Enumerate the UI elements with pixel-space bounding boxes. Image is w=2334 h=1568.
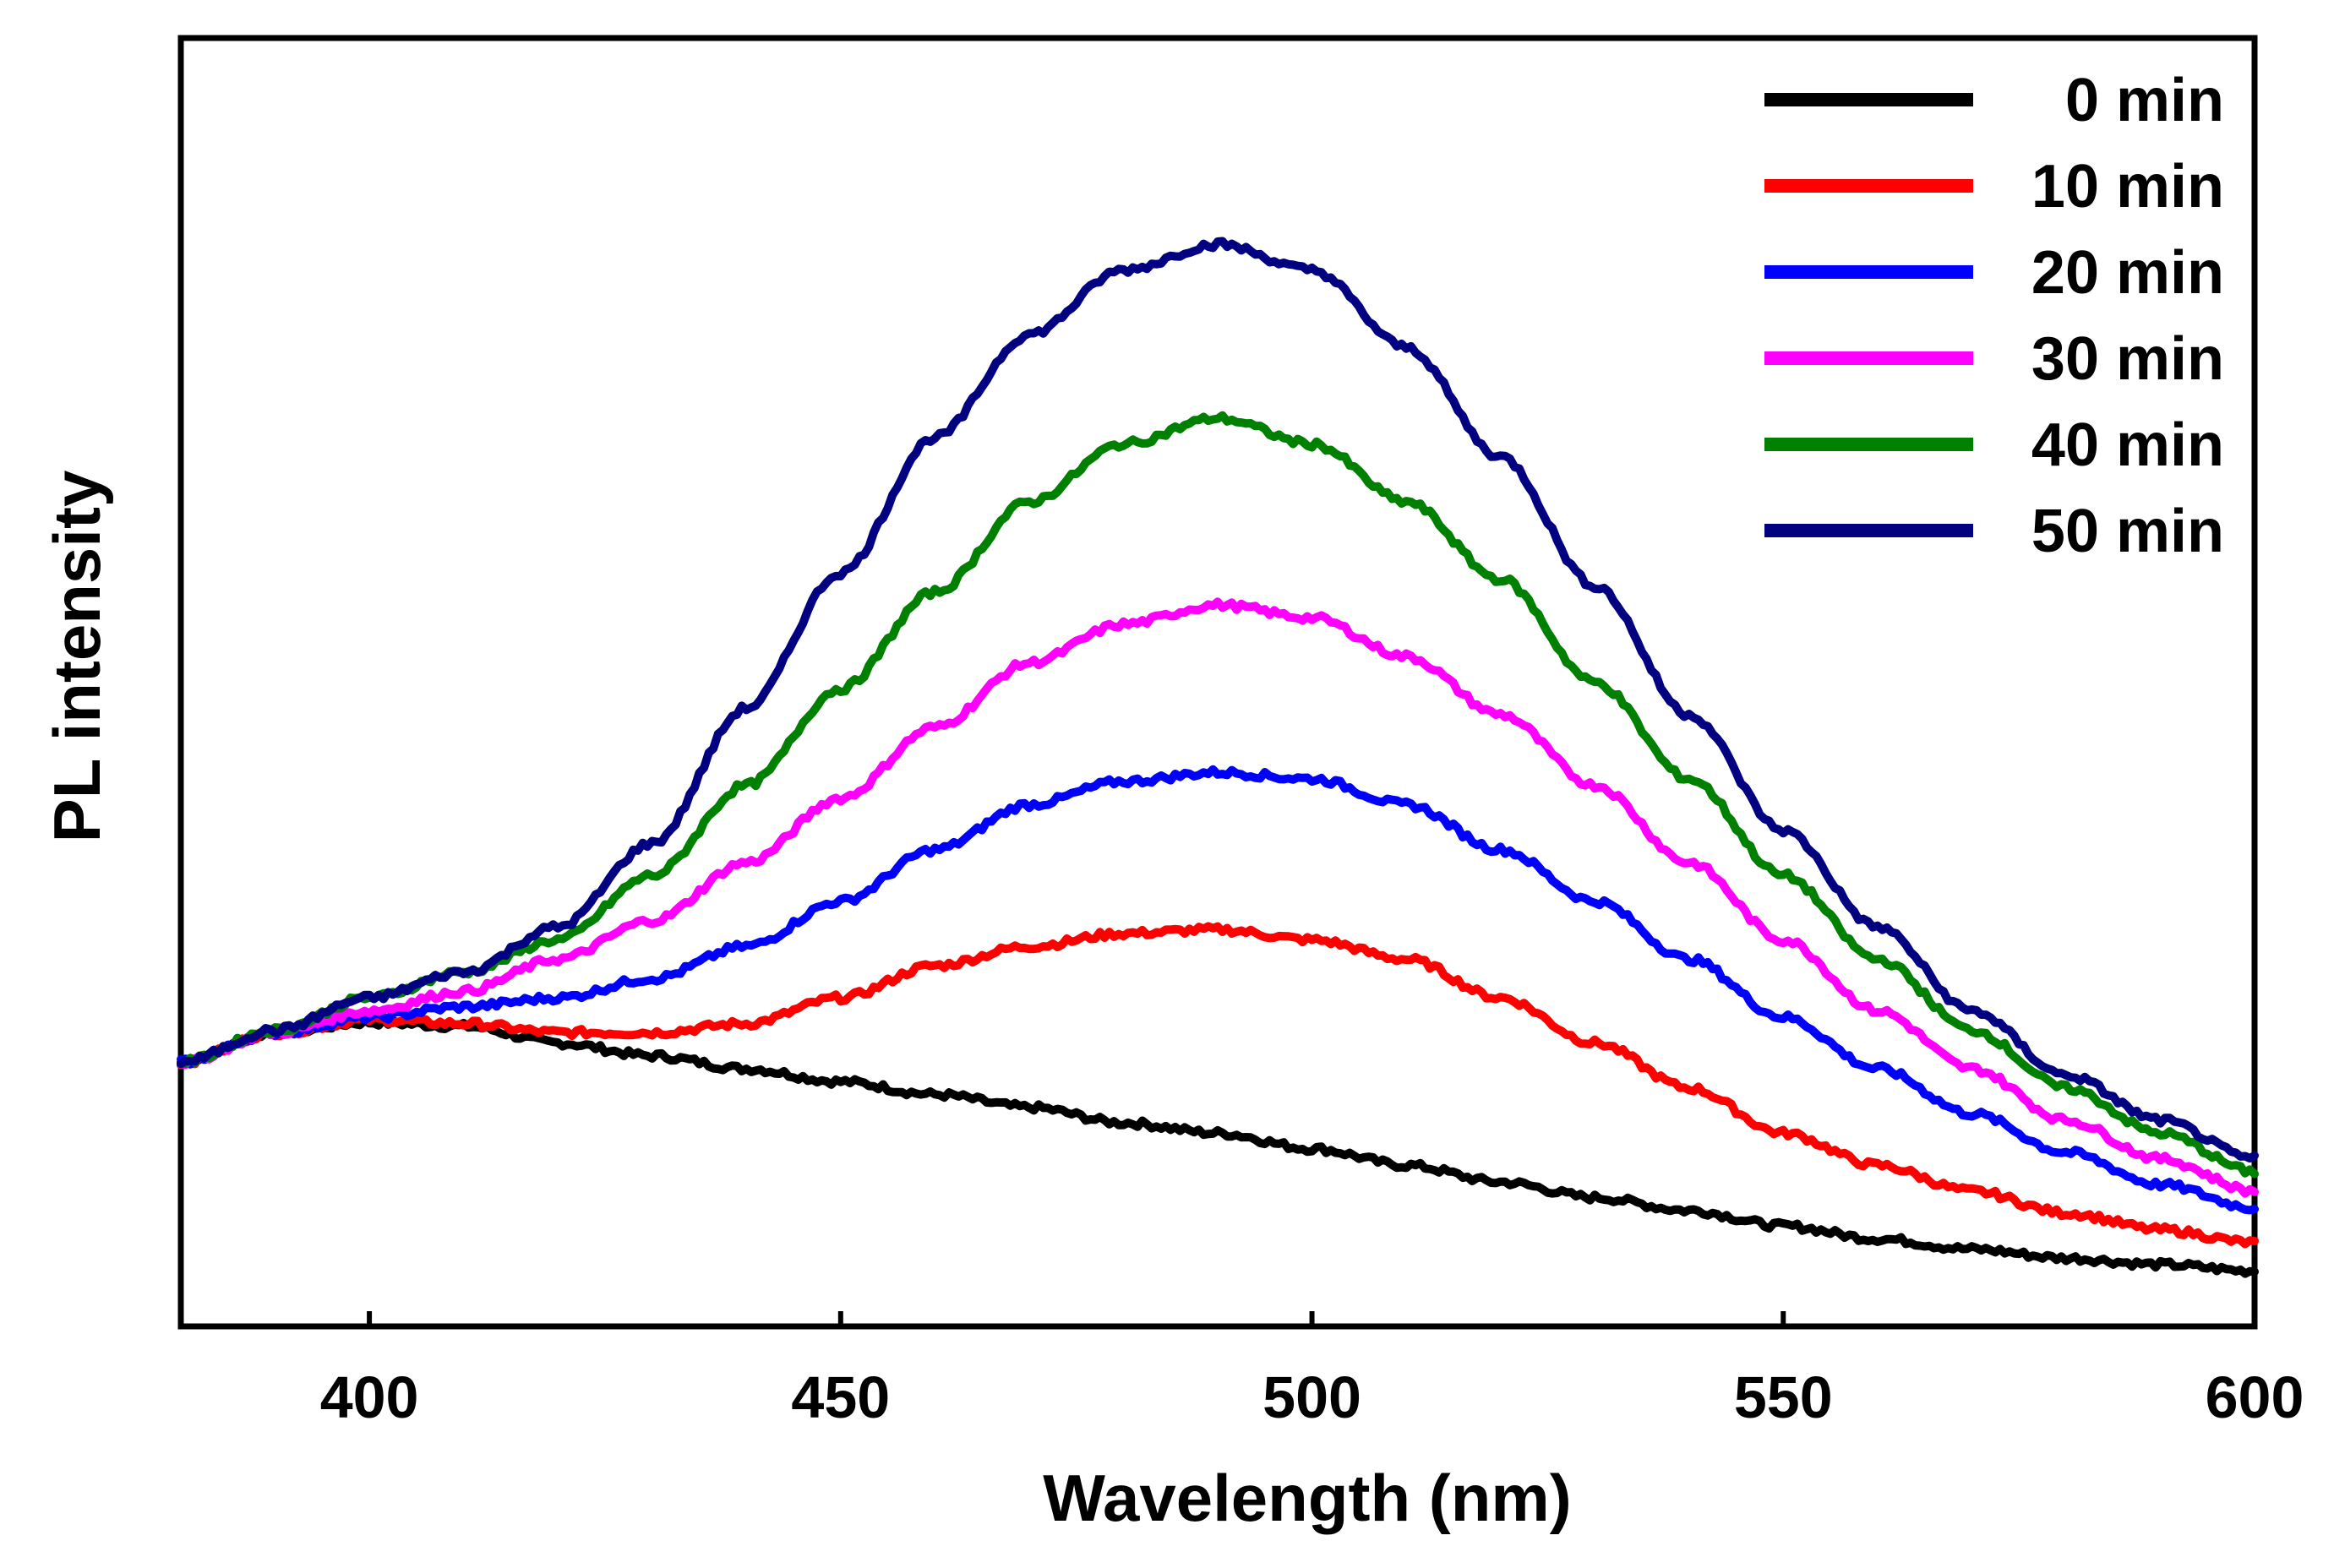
x-tick-label: 550 <box>1734 1364 1833 1430</box>
legend-label: 10 min <box>2031 153 2224 220</box>
series-line-20-min <box>177 765 2259 1215</box>
legend-label: 40 min <box>2031 411 2224 479</box>
series-line-30-min <box>177 597 2259 1198</box>
series-line-50-min <box>177 237 2259 1162</box>
x-tick-label: 600 <box>2206 1364 2304 1430</box>
x-axis-ticks: 400 450 500 550 600 <box>320 1311 2304 1430</box>
legend-label: 0 min <box>2065 67 2224 134</box>
x-tick-label: 450 <box>791 1364 890 1430</box>
series-line-10-min <box>177 922 2259 1249</box>
x-axis-label: Wavelength (nm) <box>1043 1461 1571 1535</box>
x-tick-label: 500 <box>1262 1364 1361 1430</box>
series-line-40-min <box>177 411 2259 1179</box>
x-tick-label: 400 <box>320 1364 419 1430</box>
series-layer <box>177 237 2259 1278</box>
legend-label: 30 min <box>2031 325 2224 393</box>
plot-frame <box>177 35 2258 1330</box>
series-line-0-min <box>177 1015 2259 1278</box>
legend-label: 20 min <box>2031 239 2224 307</box>
y-axis-label: PL intensity <box>40 471 114 843</box>
legend-label: 50 min <box>2031 498 2224 565</box>
legend: 0 min 10 min 20 min 30 min 40 min 50 min <box>1764 67 2224 565</box>
